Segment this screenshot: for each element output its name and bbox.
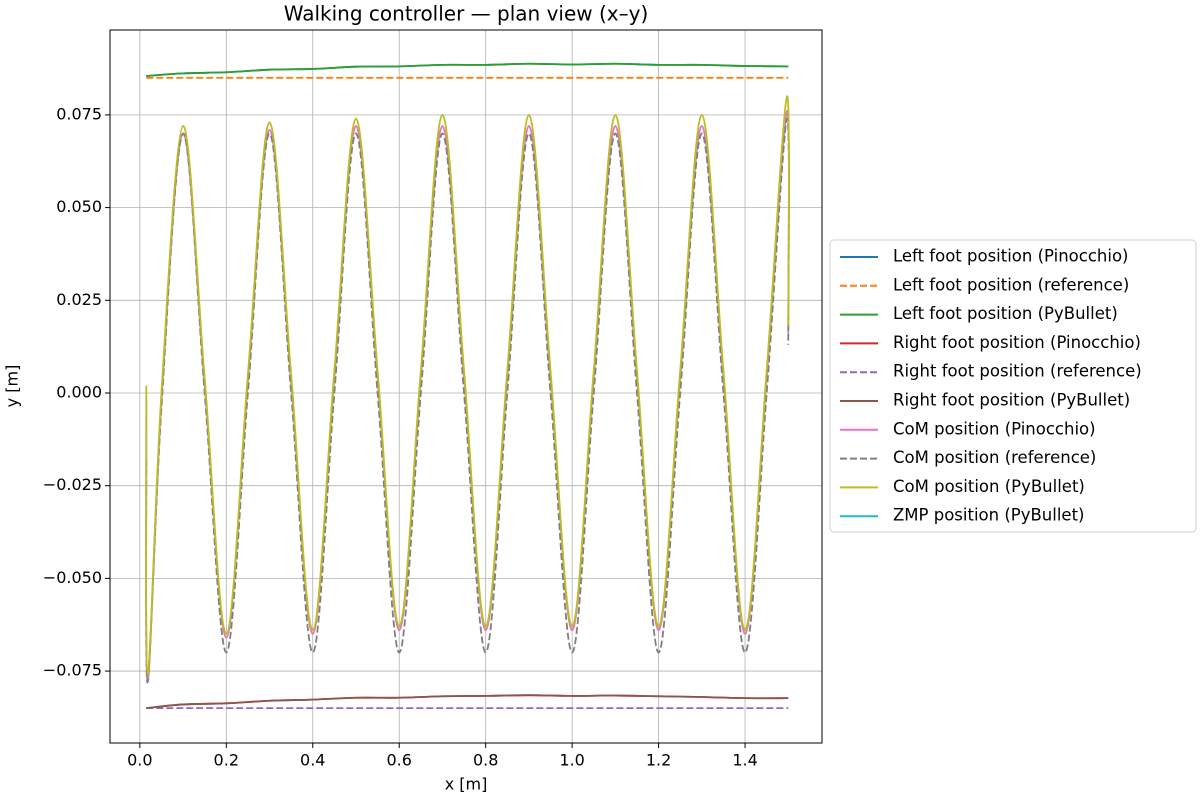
chart-title: Walking controller — plan view (x–y)	[284, 2, 649, 26]
legend-label: ZMP position (PyBullet)	[893, 506, 1085, 525]
y-tick-label: −0.050	[43, 568, 102, 587]
legend-label: Right foot position (reference)	[893, 362, 1142, 381]
x-tick-label: 1.0	[559, 751, 584, 770]
legend-label: Right foot position (PyBullet)	[893, 391, 1130, 410]
series-line	[146, 694, 789, 710]
legend: Left foot position (Pinocchio) Left foot …	[840, 247, 1142, 525]
y-tick-label: 0.075	[56, 104, 102, 123]
y-tick-label: 0.050	[56, 197, 102, 216]
legend-label: Left foot position (PyBullet)	[893, 304, 1118, 323]
plot-frame	[109, 29, 823, 744]
y-tick-label: −0.025	[43, 475, 102, 494]
y-tick-label: 0.000	[56, 382, 102, 401]
plot-lines	[145, 62, 790, 710]
legend-box	[829, 239, 1197, 533]
legend-label: Left foot position (reference)	[893, 275, 1129, 294]
x-tick-label: 0.0	[127, 751, 152, 770]
x-tick-label: 0.2	[214, 751, 239, 770]
x-tick-label: 1.4	[732, 751, 757, 770]
legend-label: CoM position (Pinocchio)	[893, 419, 1096, 438]
x-axis-label: x [m]	[445, 775, 488, 794]
legend-label: Right foot position (Pinocchio)	[893, 333, 1141, 352]
x-tick-label: 0.4	[300, 751, 325, 770]
legend-label: CoM position (PyBullet)	[893, 477, 1085, 496]
x-tick-label: 1.2	[646, 751, 671, 770]
y-tick-label: 0.025	[56, 290, 102, 309]
series-line	[146, 62, 789, 77]
series-line	[145, 117, 790, 684]
legend-label: CoM position (reference)	[893, 448, 1096, 467]
legend-label: Left foot position (Pinocchio)	[893, 247, 1128, 266]
axes: 0.0 0.2 0.4 0.6 0.8 1.0 1.2 1.4 −0.075 −0.050 −0.0…	[43, 104, 758, 769]
x-tick-label: 0.6	[386, 751, 411, 770]
x-tick-label: 0.8	[473, 751, 498, 770]
series-line	[145, 95, 790, 676]
grid	[110, 30, 822, 743]
y-tick-label: −0.075	[43, 661, 102, 680]
y-axis-label: y [m]	[3, 365, 22, 408]
